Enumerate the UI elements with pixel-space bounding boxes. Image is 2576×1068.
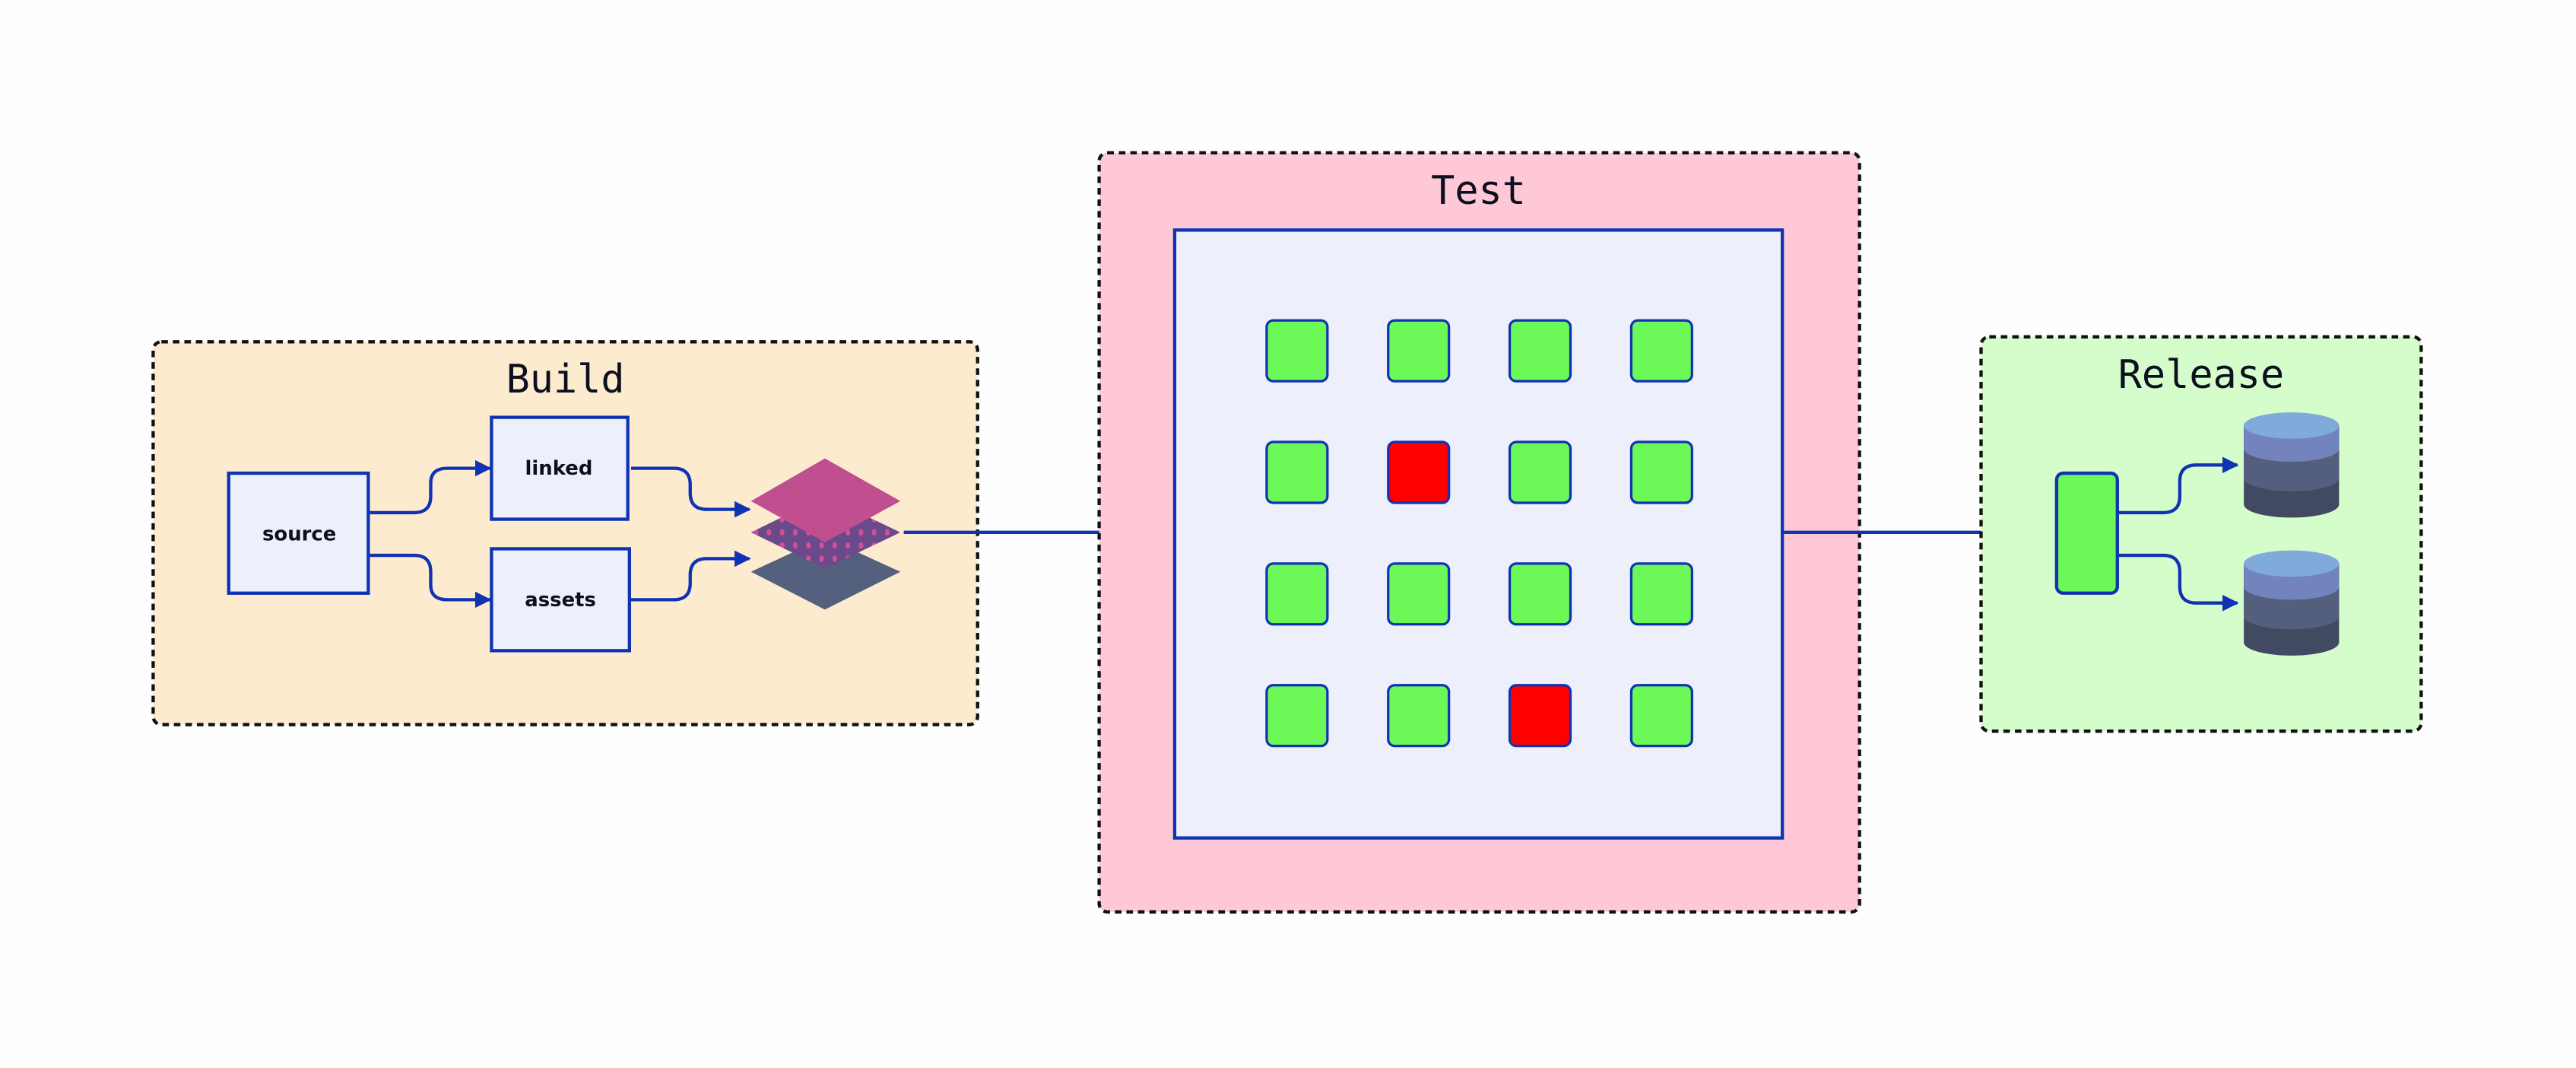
test-case-pass[interactable] (1508, 319, 1572, 383)
linked-node[interactable]: linked (490, 415, 630, 521)
build-title: Build (506, 357, 625, 402)
assets-node[interactable]: assets (490, 547, 631, 653)
test-case-pass[interactable] (1629, 319, 1693, 383)
test-case-pass[interactable] (1508, 440, 1572, 504)
test-grid-panel (1172, 228, 1784, 840)
test-case-pass[interactable] (1629, 440, 1693, 504)
build-stage: Build source linked assets (151, 340, 979, 726)
edge-source-linked (370, 459, 492, 515)
test-case-pass[interactable] (1629, 562, 1693, 626)
svg-text:source: source (262, 523, 336, 546)
test-title: Test (1431, 168, 1526, 214)
layers-icon (750, 458, 901, 610)
release-title: Release (2118, 352, 2284, 398)
test-case-pass[interactable] (1265, 562, 1329, 626)
edge-release-db2 (2118, 553, 2239, 612)
test-case-pass[interactable] (1387, 319, 1451, 383)
test-stage: Test (1097, 151, 1861, 914)
test-case-pass[interactable] (1387, 684, 1451, 748)
test-case-fail[interactable] (1387, 440, 1451, 504)
test-case-pass[interactable] (1629, 684, 1693, 748)
database-icon (2244, 550, 2340, 656)
edge-assets-artifact (631, 550, 751, 602)
edge-source-assets (370, 553, 492, 609)
svg-text:linked: linked (525, 457, 593, 480)
release-node[interactable] (2054, 471, 2119, 595)
test-case-pass[interactable] (1387, 562, 1451, 626)
svg-text:assets: assets (525, 589, 596, 612)
test-case-pass[interactable] (1265, 440, 1329, 504)
database-icon (2244, 412, 2340, 518)
test-case-fail[interactable] (1508, 684, 1572, 748)
source-node[interactable]: source (227, 471, 370, 595)
test-case-pass[interactable] (1265, 319, 1329, 383)
test-case-pass[interactable] (1265, 684, 1329, 748)
release-stage: Release (1979, 335, 2423, 733)
test-case-pass[interactable] (1508, 562, 1572, 626)
edge-release-db1 (2118, 456, 2239, 515)
edge-linked-artifact (631, 466, 751, 518)
